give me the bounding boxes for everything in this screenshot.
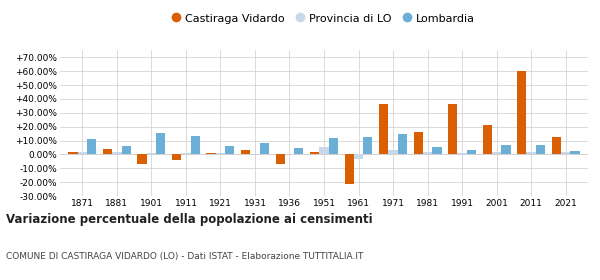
Bar <box>147 153 156 154</box>
Bar <box>156 133 166 154</box>
Bar <box>570 151 580 154</box>
Bar <box>172 154 181 160</box>
Bar <box>492 152 501 154</box>
Bar <box>398 134 407 154</box>
Bar <box>112 152 122 154</box>
Legend: Castiraga Vidardo, Provincia di LO, Lombardia: Castiraga Vidardo, Provincia di LO, Lomb… <box>169 8 479 28</box>
Bar <box>551 137 561 154</box>
Bar <box>482 125 492 154</box>
Bar <box>526 152 536 154</box>
Bar <box>388 150 398 154</box>
Bar <box>363 137 373 154</box>
Bar <box>517 71 526 154</box>
Bar <box>448 104 457 154</box>
Bar <box>354 154 363 158</box>
Bar <box>275 154 285 164</box>
Bar <box>413 132 423 154</box>
Bar <box>329 138 338 154</box>
Bar <box>432 148 442 154</box>
Bar <box>181 153 191 154</box>
Bar <box>137 154 147 164</box>
Bar <box>225 146 235 154</box>
Bar <box>561 152 570 154</box>
Bar <box>122 146 131 154</box>
Text: Variazione percentuale della popolazione ai censimenti: Variazione percentuale della popolazione… <box>6 213 373 226</box>
Bar <box>457 153 467 154</box>
Text: COMUNE DI CASTIRAGA VIDARDO (LO) - Dati ISTAT - Elaborazione TUTTITALIA.IT: COMUNE DI CASTIRAGA VIDARDO (LO) - Dati … <box>6 252 364 261</box>
Bar <box>68 152 78 154</box>
Bar <box>310 152 319 154</box>
Bar <box>379 104 388 154</box>
Bar <box>344 154 354 184</box>
Bar <box>501 145 511 154</box>
Bar <box>103 149 112 154</box>
Bar <box>260 143 269 154</box>
Bar <box>87 139 97 154</box>
Bar <box>467 150 476 154</box>
Bar <box>294 148 304 154</box>
Bar <box>191 136 200 154</box>
Bar <box>216 153 225 154</box>
Bar <box>536 145 545 154</box>
Bar <box>241 150 250 154</box>
Bar <box>206 153 216 154</box>
Bar <box>319 148 329 154</box>
Bar <box>423 152 432 154</box>
Bar <box>78 152 87 154</box>
